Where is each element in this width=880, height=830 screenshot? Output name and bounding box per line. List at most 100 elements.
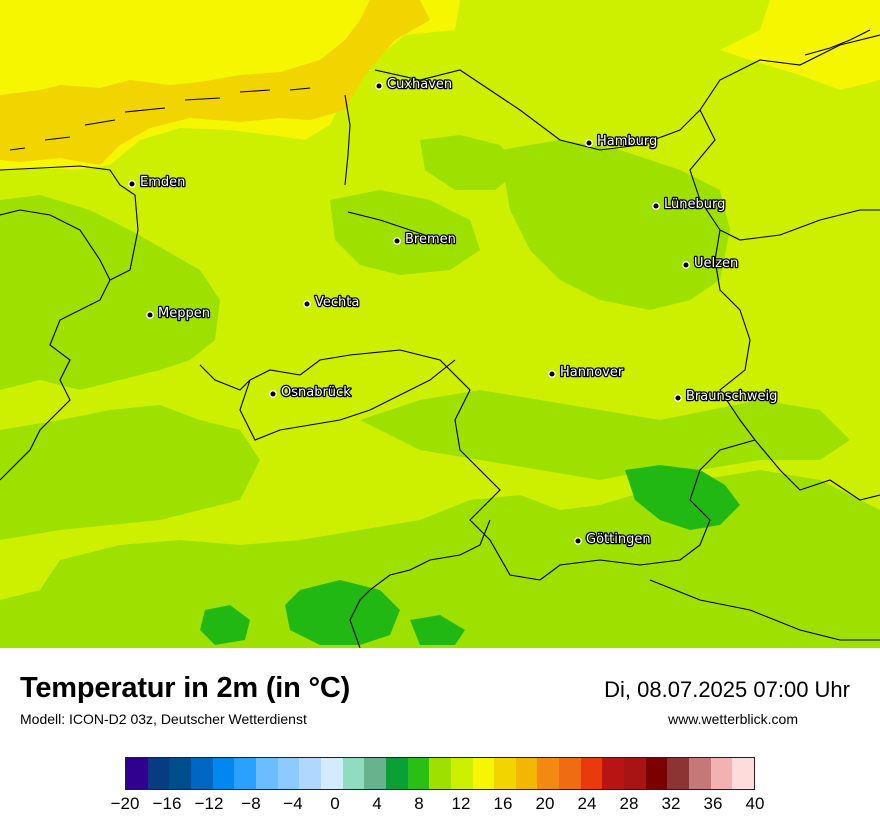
coastline-islands xyxy=(9,29,871,151)
colorbar-swatch xyxy=(126,758,148,789)
website-credit: www.wetterblick.com xyxy=(668,711,798,727)
colorbar-ticks: −20 −16 −12 −8 −4 0 4 8 12 16 20 24 28 32 36 40 xyxy=(111,794,765,818)
colorbar-tick-label: −4 xyxy=(283,794,303,813)
colorbar-tick-label: −8 xyxy=(241,794,261,813)
colorbar-tick-label: 8 xyxy=(414,794,424,813)
colorbar-tick-label: 20 xyxy=(535,794,555,813)
temperature-zone-10-south xyxy=(285,580,400,645)
colorbar-swatch xyxy=(299,758,321,789)
colorbar-tick-label: 24 xyxy=(577,794,597,813)
city-osnabrueck: Osnabrück xyxy=(269,384,352,401)
colorbar-tick-label: −20 xyxy=(110,794,140,813)
colorbar-tick-label: 32 xyxy=(661,794,681,813)
city-label: Meppen xyxy=(158,306,210,321)
city-marker xyxy=(652,202,660,210)
city-marker xyxy=(375,82,383,90)
city-label: Uelzen xyxy=(694,256,738,271)
colorbar-swatch xyxy=(472,758,495,789)
colorbar-swatch xyxy=(255,758,278,789)
colorbar-swatch xyxy=(710,758,733,789)
city-marker xyxy=(146,311,154,319)
city-label: Osnabrück xyxy=(281,385,351,400)
city-goettingen: Göttingen xyxy=(574,531,652,548)
temperature-map-canvas: Cuxhaven Hamburg Emden Lüneburg Bremen U… xyxy=(0,0,880,648)
city-label: Hannover xyxy=(560,365,624,380)
city-hannover: Hannover xyxy=(548,364,625,381)
temperature-zone-12-west xyxy=(0,195,220,390)
colorbar-tick-label: −12 xyxy=(194,794,224,813)
colorbar-tick-label: 36 xyxy=(703,794,723,813)
city-marker xyxy=(128,180,136,188)
colorbar-swatch xyxy=(364,758,386,789)
temperature-zone-12-hamburg xyxy=(420,135,520,190)
city-emden: Emden xyxy=(128,174,187,191)
city-label: Cuxhaven xyxy=(387,77,452,92)
colorbar-swatch xyxy=(147,758,170,789)
city-lueneburg: Lüneburg xyxy=(652,196,727,213)
colorbar-swatch xyxy=(559,758,581,789)
city-label: Emden xyxy=(140,175,185,190)
colorbar-swatch xyxy=(385,758,408,789)
city-label: Bremen xyxy=(405,232,456,247)
colorbar-tick-label: 4 xyxy=(372,794,382,813)
city-meppen: Meppen xyxy=(146,305,211,322)
temperature-colorbar xyxy=(125,757,755,790)
colorbar-swatch xyxy=(689,758,711,789)
colorbar-swatch xyxy=(169,758,191,789)
city-bremen: Bremen xyxy=(393,231,457,248)
colorbar-swatch xyxy=(407,758,430,789)
city-hamburg: Hamburg xyxy=(585,133,659,150)
colorbar-tick-label: 16 xyxy=(493,794,513,813)
temperature-zone-10-south-centre xyxy=(410,615,465,645)
forecast-datetime: Di, 08.07.2025 07:00 Uhr xyxy=(604,677,850,702)
colorbar-swatch xyxy=(602,758,625,789)
city-marker xyxy=(574,537,582,545)
colorbar-swatch xyxy=(732,758,755,789)
city-uelzen: Uelzen xyxy=(682,255,739,272)
model-source: Modell: ICON-D2 03z, Deutscher Wetterdie… xyxy=(20,711,307,727)
colorbar-swatch xyxy=(580,758,603,789)
city-marker xyxy=(585,139,593,147)
temperature-zone-16-east xyxy=(720,0,880,90)
colorbar-swatch xyxy=(320,758,343,789)
city-label: Vechta xyxy=(315,295,359,310)
colorbar-swatch xyxy=(645,758,668,789)
colorbar-swatch xyxy=(190,758,213,789)
city-marker xyxy=(269,390,277,398)
city-marker xyxy=(393,237,401,245)
temperature-zone-12-north-east xyxy=(500,140,730,310)
colorbar-tick-label: 40 xyxy=(745,794,765,813)
city-cuxhaven: Cuxhaven xyxy=(375,76,453,93)
temperature-zone-10-east xyxy=(625,465,740,530)
city-label: Braunschweig xyxy=(686,389,777,404)
temperature-zone-12-bremen xyxy=(330,190,480,275)
colorbar-tick-label: 28 xyxy=(619,794,639,813)
city-marker xyxy=(303,300,311,308)
colorbar-tick-label: −16 xyxy=(152,794,182,813)
city-marker xyxy=(674,394,682,402)
city-label: Göttingen xyxy=(586,532,651,547)
city-marker xyxy=(548,370,556,378)
colorbar-tick-label: 12 xyxy=(451,794,471,813)
colorbar-swatch xyxy=(537,758,560,789)
temperature-zone-12-central xyxy=(360,390,850,480)
colorbar-swatch xyxy=(450,758,473,789)
map-title: Temperatur in 2m (in °C) xyxy=(20,672,351,704)
colorbar-swatch xyxy=(277,758,300,789)
colorbar-swatch xyxy=(494,758,516,789)
colorbar-swatch xyxy=(624,758,646,789)
city-vechta: Vechta xyxy=(303,294,361,311)
colorbar-swatch xyxy=(429,758,451,789)
colorbar-swatch xyxy=(342,758,365,789)
colorbar-swatch xyxy=(515,758,538,789)
temperature-zone-18-coast xyxy=(0,0,430,165)
colorbar-tick-label: 0 xyxy=(330,794,340,813)
colorbar-swatch xyxy=(667,758,690,789)
colorbar-swatch xyxy=(234,758,256,789)
weather-map: Cuxhaven Hamburg Emden Lüneburg Bremen U… xyxy=(0,0,880,648)
city-braunschweig: Braunschweig xyxy=(674,388,779,405)
city-marker xyxy=(682,261,690,269)
border-lines xyxy=(0,34,880,648)
city-label: Hamburg xyxy=(597,134,657,149)
temperature-zone-12-south-west xyxy=(0,405,260,540)
